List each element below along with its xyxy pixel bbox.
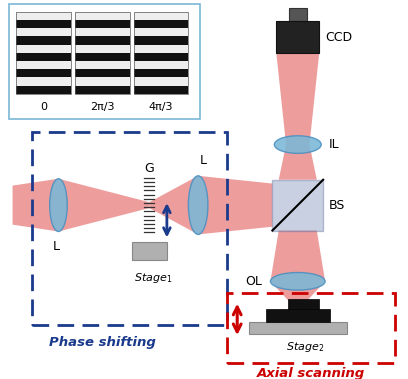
Text: Axial scanning: Axial scanning: [257, 366, 366, 379]
Polygon shape: [13, 179, 58, 232]
Polygon shape: [279, 144, 317, 180]
Bar: [75, 45, 130, 53]
Bar: [134, 20, 188, 28]
Bar: [134, 28, 188, 36]
Bar: [227, 293, 395, 363]
Text: L: L: [200, 154, 206, 167]
Polygon shape: [271, 281, 325, 309]
Text: $Stage_1$: $Stage_1$: [134, 271, 173, 285]
Text: BS: BS: [329, 199, 346, 211]
Bar: [75, 86, 130, 94]
Bar: [134, 77, 188, 86]
Bar: [16, 61, 71, 69]
Bar: [16, 36, 71, 45]
Bar: [75, 12, 130, 94]
Bar: [134, 36, 188, 45]
Bar: [16, 12, 71, 94]
Text: Phase shifting: Phase shifting: [49, 336, 156, 349]
Text: OL: OL: [245, 275, 262, 288]
Bar: [134, 69, 188, 77]
Bar: [75, 12, 130, 20]
Polygon shape: [276, 53, 319, 144]
Text: IL: IL: [329, 138, 339, 151]
Bar: [9, 4, 200, 119]
Text: 4π/3: 4π/3: [149, 102, 173, 113]
Bar: [75, 61, 130, 69]
Bar: [132, 242, 167, 260]
Bar: [276, 22, 319, 53]
Bar: [75, 36, 130, 45]
Polygon shape: [271, 230, 325, 281]
Ellipse shape: [50, 179, 67, 232]
Ellipse shape: [271, 273, 325, 290]
Text: 0: 0: [40, 102, 47, 113]
Text: CCD: CCD: [325, 31, 352, 44]
Polygon shape: [198, 176, 273, 235]
Bar: [134, 45, 188, 53]
Bar: [266, 309, 330, 322]
Bar: [288, 299, 319, 309]
Bar: [249, 322, 347, 334]
Bar: [16, 53, 71, 61]
Bar: [134, 86, 188, 94]
Bar: [16, 20, 71, 28]
Bar: [273, 180, 323, 230]
Text: 2π/3: 2π/3: [90, 102, 115, 113]
Bar: [134, 53, 188, 61]
Polygon shape: [58, 179, 149, 232]
Bar: [16, 86, 71, 94]
Bar: [75, 69, 130, 77]
Ellipse shape: [188, 176, 208, 235]
Bar: [16, 45, 71, 53]
Bar: [134, 12, 188, 20]
Text: L: L: [53, 240, 60, 253]
Bar: [16, 12, 71, 20]
Bar: [75, 77, 130, 86]
Ellipse shape: [274, 136, 321, 153]
Text: G: G: [144, 161, 154, 174]
Bar: [134, 61, 188, 69]
Bar: [16, 69, 71, 77]
Bar: [75, 53, 130, 61]
Bar: [16, 28, 71, 36]
Bar: [32, 132, 227, 325]
Bar: [16, 77, 71, 86]
Bar: [134, 12, 188, 94]
Bar: [75, 28, 130, 36]
Polygon shape: [149, 176, 198, 235]
Bar: [289, 8, 306, 22]
Bar: [75, 20, 130, 28]
Text: $Stage_2$: $Stage_2$: [286, 340, 325, 354]
